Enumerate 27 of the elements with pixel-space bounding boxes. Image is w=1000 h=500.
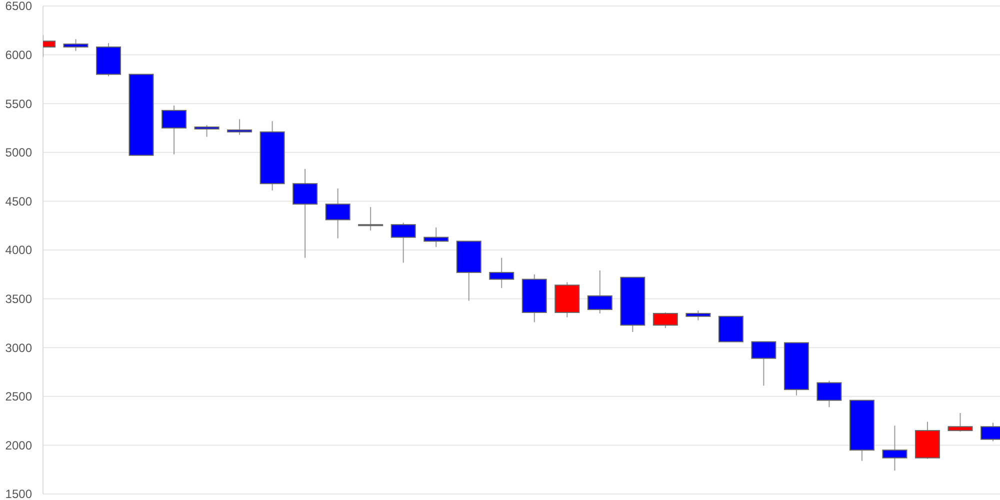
y-tick-label: 3500: [5, 292, 32, 306]
candlestick: [652, 312, 678, 329]
candlestick: [227, 118, 252, 136]
candlestick: [587, 270, 612, 314]
y-tick-label: 4000: [5, 243, 32, 258]
candlestick: [489, 257, 514, 289]
candlestick: [424, 227, 449, 248]
y-tick-label: 4500: [5, 194, 32, 208]
y-tick-label: 1500: [5, 487, 32, 500]
candlestick: [162, 105, 187, 155]
y-tick-label: 5000: [5, 146, 32, 160]
candlestick: [325, 188, 350, 239]
candlestick: [882, 425, 908, 472]
candlestick: [390, 222, 416, 264]
y-tick-label: 6500: [5, 0, 32, 14]
y-tick-label: 5500: [5, 96, 32, 111]
candlestick: [292, 168, 318, 258]
candlestick: [948, 412, 973, 432]
y-tick-label: 2000: [5, 438, 32, 452]
candlestick: [358, 206, 384, 231]
candlestick: [816, 380, 842, 408]
y-tick-label: 3000: [5, 340, 32, 355]
candlestick: [686, 310, 711, 321]
candlestick: [194, 124, 220, 138]
y-tick-label: 2500: [5, 390, 32, 404]
candlestick: [751, 341, 776, 386]
y-tick-label: 6000: [5, 48, 32, 62]
